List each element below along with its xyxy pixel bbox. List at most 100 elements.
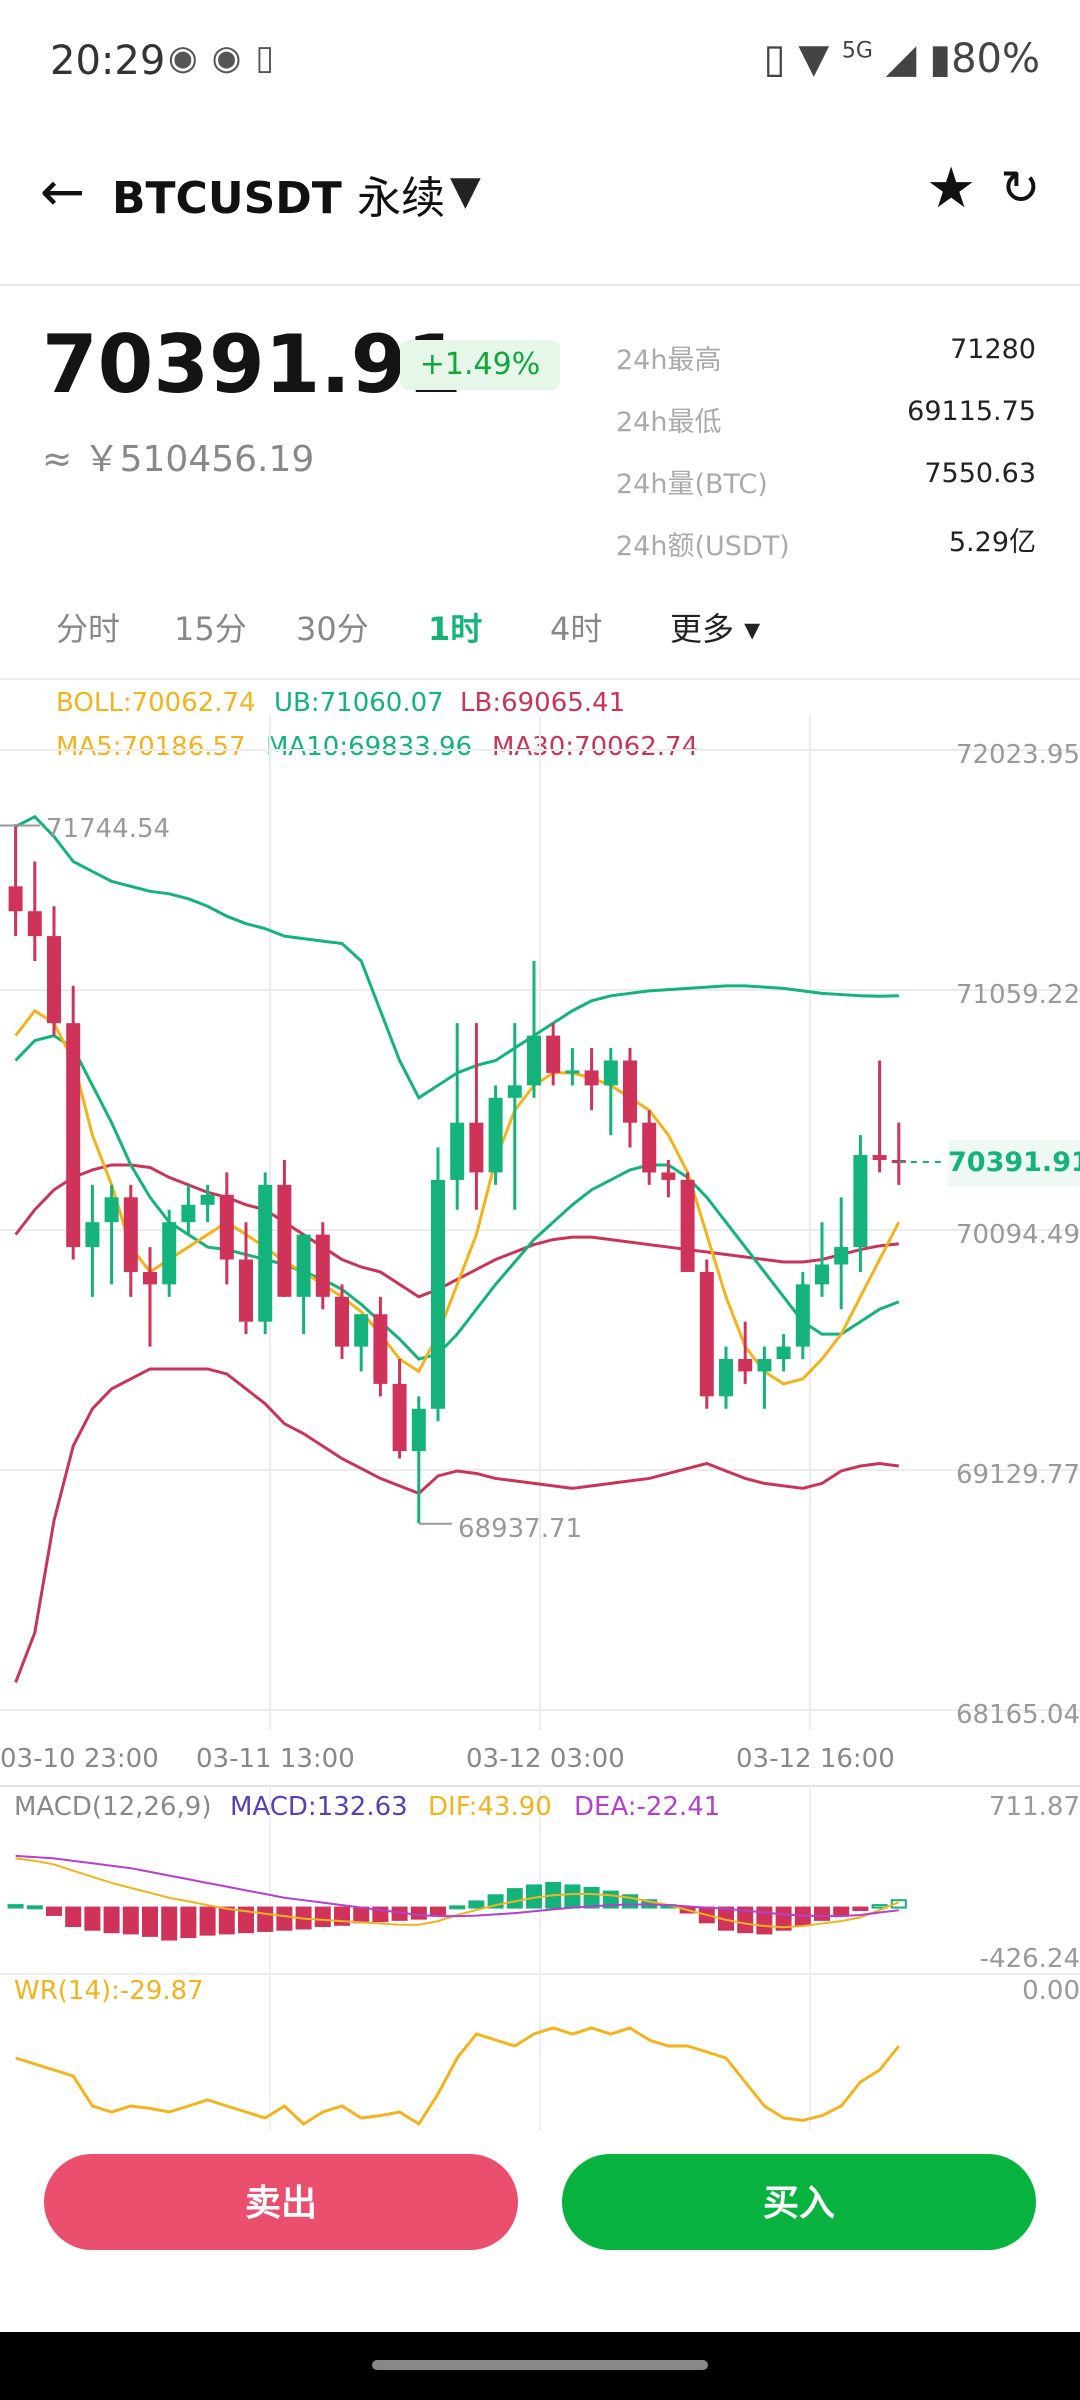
phone-icon: ▯ bbox=[255, 38, 289, 78]
candle-body bbox=[795, 1284, 810, 1347]
candle-body bbox=[469, 1122, 484, 1173]
stat-label: 24h量(BTC) bbox=[616, 469, 768, 500]
system-icons: ▯ ▼ 5G ◢ ▮80% bbox=[764, 36, 1040, 82]
price-axis-label: 69129.77 bbox=[955, 1460, 1080, 1490]
tab-1h[interactable]: 1时 bbox=[428, 610, 483, 648]
macd-bar bbox=[218, 1906, 235, 1935]
interval-tabs bbox=[0, 596, 1080, 680]
weibo-icon: ◉ bbox=[168, 38, 212, 78]
macd-bar bbox=[890, 1899, 907, 1909]
candle-body bbox=[296, 1234, 311, 1297]
macd-bar bbox=[276, 1906, 293, 1931]
macd-axis-top: 711.87 bbox=[989, 1792, 1080, 1822]
candle-body bbox=[66, 1023, 81, 1248]
candle-body bbox=[123, 1197, 138, 1272]
page-title[interactable]: BTCUSDT 永续 bbox=[112, 162, 445, 226]
price-axis-label: 68165.04 bbox=[955, 1700, 1080, 1730]
candle-body bbox=[315, 1234, 330, 1297]
macd-bar bbox=[142, 1906, 158, 1937]
candle-body bbox=[815, 1264, 829, 1285]
change-badge: +1.49% bbox=[400, 340, 560, 390]
macd-bar bbox=[583, 1886, 600, 1909]
macd-bar bbox=[449, 1905, 466, 1910]
macd-bar bbox=[199, 1906, 216, 1936]
candle-body bbox=[719, 1359, 733, 1397]
time-axis-label: 03-10 23:00 bbox=[0, 1744, 159, 1774]
macd-bar bbox=[833, 1906, 850, 1916]
tab-more[interactable]: 更多 ▾ bbox=[670, 610, 761, 648]
macd-title: MACD(12,26,9) bbox=[14, 1792, 212, 1822]
candle-body bbox=[584, 1070, 599, 1086]
last-price: 70391.91 bbox=[42, 318, 463, 411]
macd-bar bbox=[46, 1906, 62, 1916]
candle-body bbox=[738, 1359, 753, 1372]
tab-30m[interactable]: 30分 bbox=[296, 610, 369, 648]
cny-price: ≈ ￥510456.19 bbox=[42, 439, 315, 480]
tab-timeline[interactable]: 分时 bbox=[56, 610, 121, 648]
star-icon[interactable]: ★ bbox=[926, 156, 977, 221]
lb-value: LB:69065.41 bbox=[460, 688, 626, 718]
candle-body bbox=[239, 1259, 253, 1322]
candle-body bbox=[565, 1070, 580, 1074]
macd-bar bbox=[161, 1906, 178, 1941]
wifi-icon: ▼ bbox=[798, 36, 830, 82]
candle-body bbox=[603, 1060, 618, 1086]
candlestick-chart[interactable] bbox=[0, 0, 1080, 2130]
sell-button[interactable]: 卖出 bbox=[44, 2154, 518, 2250]
macd-bar bbox=[468, 1900, 485, 1909]
macd-bar bbox=[7, 1904, 24, 1909]
network-type: 5G bbox=[841, 38, 873, 64]
price-axis-label: 70094.49 bbox=[955, 1220, 1080, 1250]
candle-body bbox=[450, 1122, 465, 1180]
tab-4h[interactable]: 4时 bbox=[550, 610, 603, 648]
macd-bar bbox=[180, 1906, 197, 1939]
dea-value: DEA:-22.41 bbox=[574, 1792, 721, 1822]
ma10-value: MA10:69833.96 bbox=[266, 732, 473, 762]
candle-body bbox=[373, 1314, 388, 1384]
boll-lower-line bbox=[14, 1367, 899, 1683]
tab-15m[interactable]: 15分 bbox=[174, 610, 247, 648]
weibo-icon: ◉ bbox=[211, 38, 256, 78]
stat-value: 7550.63 bbox=[924, 458, 1036, 489]
macd-bar bbox=[238, 1906, 254, 1934]
stat-label: 24h额(USDT) bbox=[616, 531, 790, 562]
home-indicator[interactable] bbox=[372, 2360, 708, 2370]
current-price-tag: 70391.91 bbox=[948, 1140, 1080, 1186]
share-icon[interactable]: ↻ bbox=[1000, 160, 1041, 216]
candle-body bbox=[757, 1359, 772, 1372]
candle-body bbox=[623, 1060, 637, 1123]
candle-body bbox=[200, 1194, 215, 1205]
stat-label: 24h最高 bbox=[616, 345, 722, 376]
boll-value: BOLL:70062.74 bbox=[56, 688, 256, 718]
low-marker: 68937.71 bbox=[458, 1514, 583, 1544]
ma30-value: MA30:70062.74 bbox=[492, 732, 699, 762]
candle-body bbox=[699, 1271, 714, 1397]
stat-value: 69115.75 bbox=[907, 396, 1036, 427]
time-axis-label: 03-11 13:00 bbox=[196, 1744, 355, 1774]
signal-icon: ◢ bbox=[885, 36, 917, 82]
macd-bar bbox=[257, 1906, 274, 1932]
stat-label: 24h最低 bbox=[616, 407, 722, 438]
price-axis-label: 71059.22 bbox=[955, 980, 1080, 1010]
macd-bar bbox=[84, 1906, 101, 1931]
vibrate-icon: ▯ bbox=[763, 36, 786, 82]
macd-bar bbox=[314, 1906, 331, 1928]
stat-value: 5.29亿 bbox=[948, 527, 1036, 558]
buy-button[interactable]: 买入 bbox=[562, 2154, 1036, 2250]
status-bar: 20:29 ◉◉▯ ▯ ▼ 5G ◢ ▮80% bbox=[0, 0, 1080, 128]
candle-body bbox=[27, 911, 42, 937]
macd-bar bbox=[430, 1906, 446, 1916]
time-axis-label: 03-12 16:00 bbox=[736, 1744, 895, 1774]
arrow-left-icon[interactable]: ← bbox=[40, 160, 86, 223]
candle-body bbox=[680, 1179, 695, 1272]
battery-icon: ▮ bbox=[929, 36, 952, 82]
candle-body bbox=[546, 1035, 561, 1073]
battery-level: 80% bbox=[951, 36, 1040, 82]
candle-body bbox=[335, 1296, 349, 1347]
macd-axis-bottom: -426.24 bbox=[979, 1944, 1080, 1974]
candle-body bbox=[411, 1408, 426, 1452]
macd-bar bbox=[65, 1906, 82, 1928]
dropdown-caret-icon[interactable]: ▼ bbox=[450, 168, 481, 214]
symbol-name: BTCUSDT bbox=[112, 173, 342, 224]
dea-line bbox=[15, 1854, 899, 1918]
